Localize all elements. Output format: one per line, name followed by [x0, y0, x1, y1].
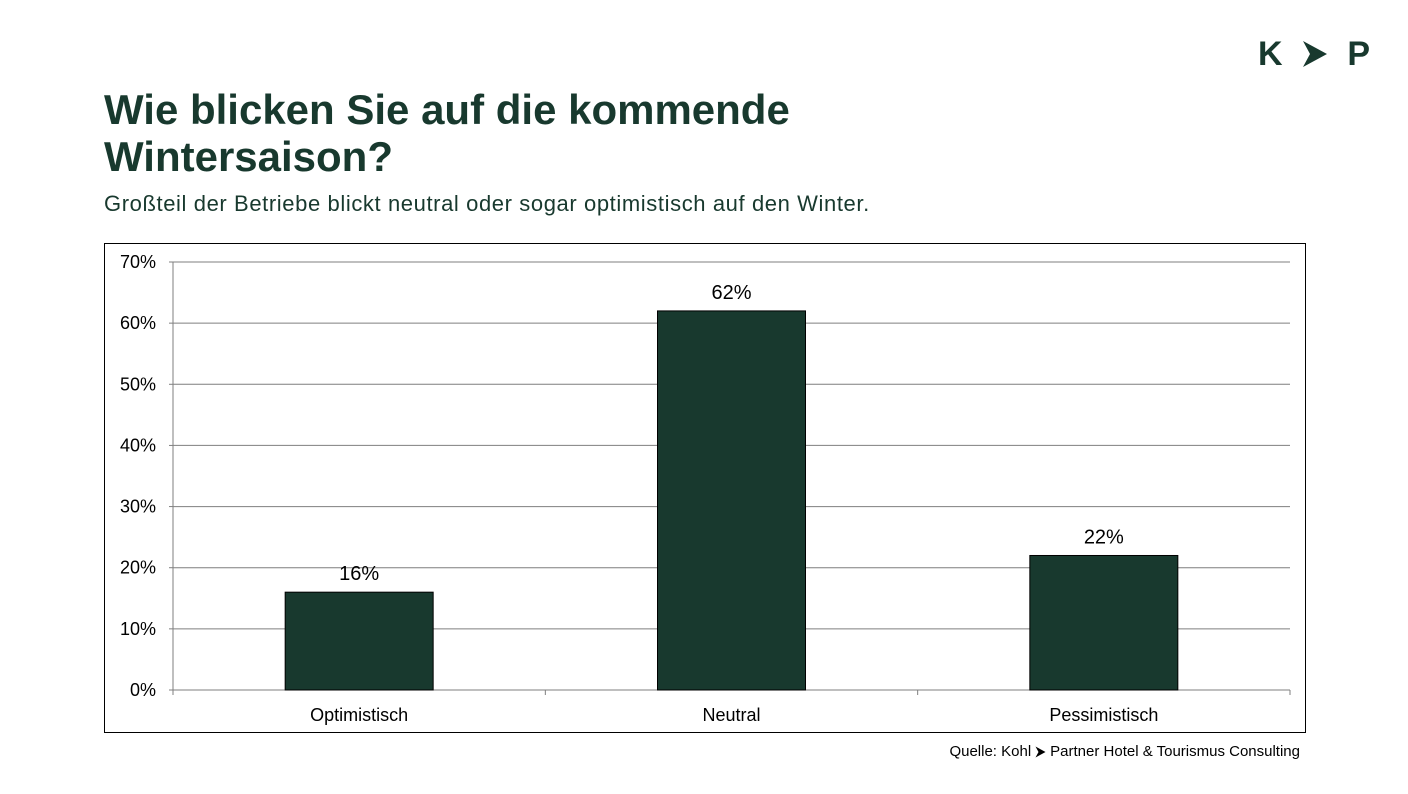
source-note: Quelle: Kohl Partner Hotel & Tourismus C… [949, 742, 1300, 762]
data-label: 62% [711, 282, 751, 304]
chart-frame: 0% 10% 20% 30% 40% 50% 60% 70% 16% Optimistisch 62… [104, 243, 1306, 733]
chevron-right-icon [1302, 41, 1327, 67]
y-tick-label: 0% [130, 680, 156, 700]
bar-optimistisch [284, 591, 434, 691]
y-tick-label: 10% [120, 619, 156, 639]
x-tick-label: Optimistisch [310, 705, 408, 725]
page-subtitle: Großteil der Betriebe blickt neutral ode… [104, 191, 870, 216]
data-label: 16% [339, 563, 379, 585]
y-tick-label: 20% [120, 558, 156, 578]
source-prefix: Quelle: Kohl [949, 743, 1032, 760]
y-tick-label: 30% [120, 497, 156, 517]
bar-chart: 0% 10% 20% 30% 40% 50% 60% 70% 16% Optimistisch 62… [120, 252, 1291, 725]
data-label: 22% [1084, 526, 1124, 548]
bar-neutral [657, 310, 806, 691]
company-logo: K P [1258, 34, 1370, 74]
y-tick-label: 60% [120, 313, 156, 333]
x-tick-label: Pessimistisch [1049, 705, 1158, 725]
y-tick-label: 70% [120, 252, 156, 272]
logo-letter-p: P [1347, 35, 1370, 73]
y-tick-label: 50% [120, 374, 156, 394]
y-tick-label: 40% [120, 435, 156, 455]
x-tick-label: Neutral [702, 705, 760, 725]
source-suffix: Partner Hotel & Tourismus Consulting [1050, 743, 1300, 760]
chevron-right-icon [1035, 746, 1046, 758]
bar-pessimistisch [1029, 554, 1179, 691]
logo-letter-k: K [1258, 35, 1283, 73]
page-title: Wie blicken Sie auf die kommende Winters… [104, 86, 790, 180]
